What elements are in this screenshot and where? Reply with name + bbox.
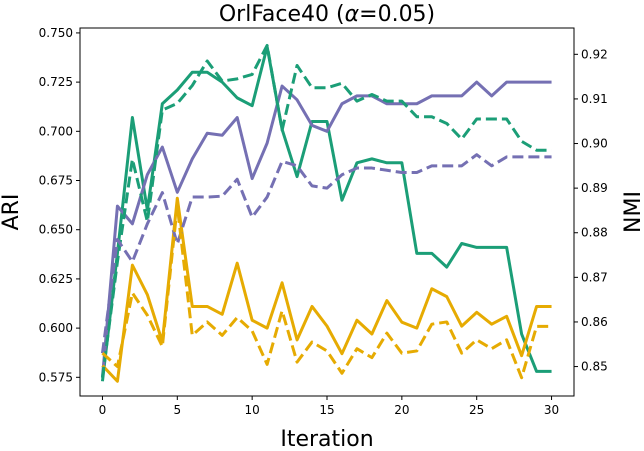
y-left-tick-label: 0.600 bbox=[39, 321, 73, 335]
x-axis: 0 5 10 15 20 25 30 bbox=[99, 396, 559, 417]
y-left-tick-label: 0.650 bbox=[39, 223, 73, 237]
y-axis-right: 0.85 0.86 0.87 0.88 0.89 0.90 0.91 0.92 bbox=[574, 47, 608, 374]
x-tick-label: 15 bbox=[319, 403, 334, 417]
x-axis-label: Iteration bbox=[280, 427, 373, 451]
y-axis-left: 0.575 0.600 0.625 0.650 0.675 0.700 0.725 0.750 bbox=[39, 26, 80, 384]
y-right-tick-label: 0.91 bbox=[581, 92, 608, 106]
y-right-tick-label: 0.90 bbox=[581, 137, 608, 151]
chart-title: OrlFace40 (α=0.05) bbox=[219, 2, 435, 27]
x-tick-label: 10 bbox=[245, 403, 260, 417]
series-line-2 bbox=[100, 80, 552, 378]
x-tick-label: 20 bbox=[394, 403, 409, 417]
x-tick-label: 25 bbox=[469, 403, 484, 417]
series-group bbox=[100, 43, 552, 383]
x-tick-label: 0 bbox=[99, 403, 107, 417]
y-left-tick-label: 0.675 bbox=[39, 174, 73, 188]
x-tick-label: 30 bbox=[544, 403, 559, 417]
y-left-tick-label: 0.575 bbox=[39, 370, 73, 384]
y-axis-left-label: ARI bbox=[0, 194, 24, 231]
y-left-tick-label: 0.750 bbox=[39, 26, 73, 40]
y-right-tick-label: 0.86 bbox=[581, 315, 608, 329]
y-left-tick-label: 0.625 bbox=[39, 272, 73, 286]
y-axis-right-label: NMI bbox=[621, 191, 644, 233]
series-line-4 bbox=[100, 43, 552, 378]
y-right-tick-label: 0.88 bbox=[581, 226, 608, 240]
y-right-tick-label: 0.92 bbox=[581, 47, 608, 61]
y-left-tick-label: 0.700 bbox=[39, 124, 73, 138]
y-right-tick-label: 0.87 bbox=[581, 270, 608, 284]
y-right-tick-label: 0.89 bbox=[581, 181, 608, 195]
series-line-1 bbox=[100, 45, 552, 382]
x-tick-label: 5 bbox=[173, 403, 181, 417]
series-line-3 bbox=[101, 196, 552, 383]
y-right-tick-label: 0.85 bbox=[581, 360, 608, 374]
y-left-tick-label: 0.725 bbox=[39, 75, 73, 89]
series-line-5 bbox=[100, 153, 552, 354]
series-line-6 bbox=[101, 204, 552, 380]
